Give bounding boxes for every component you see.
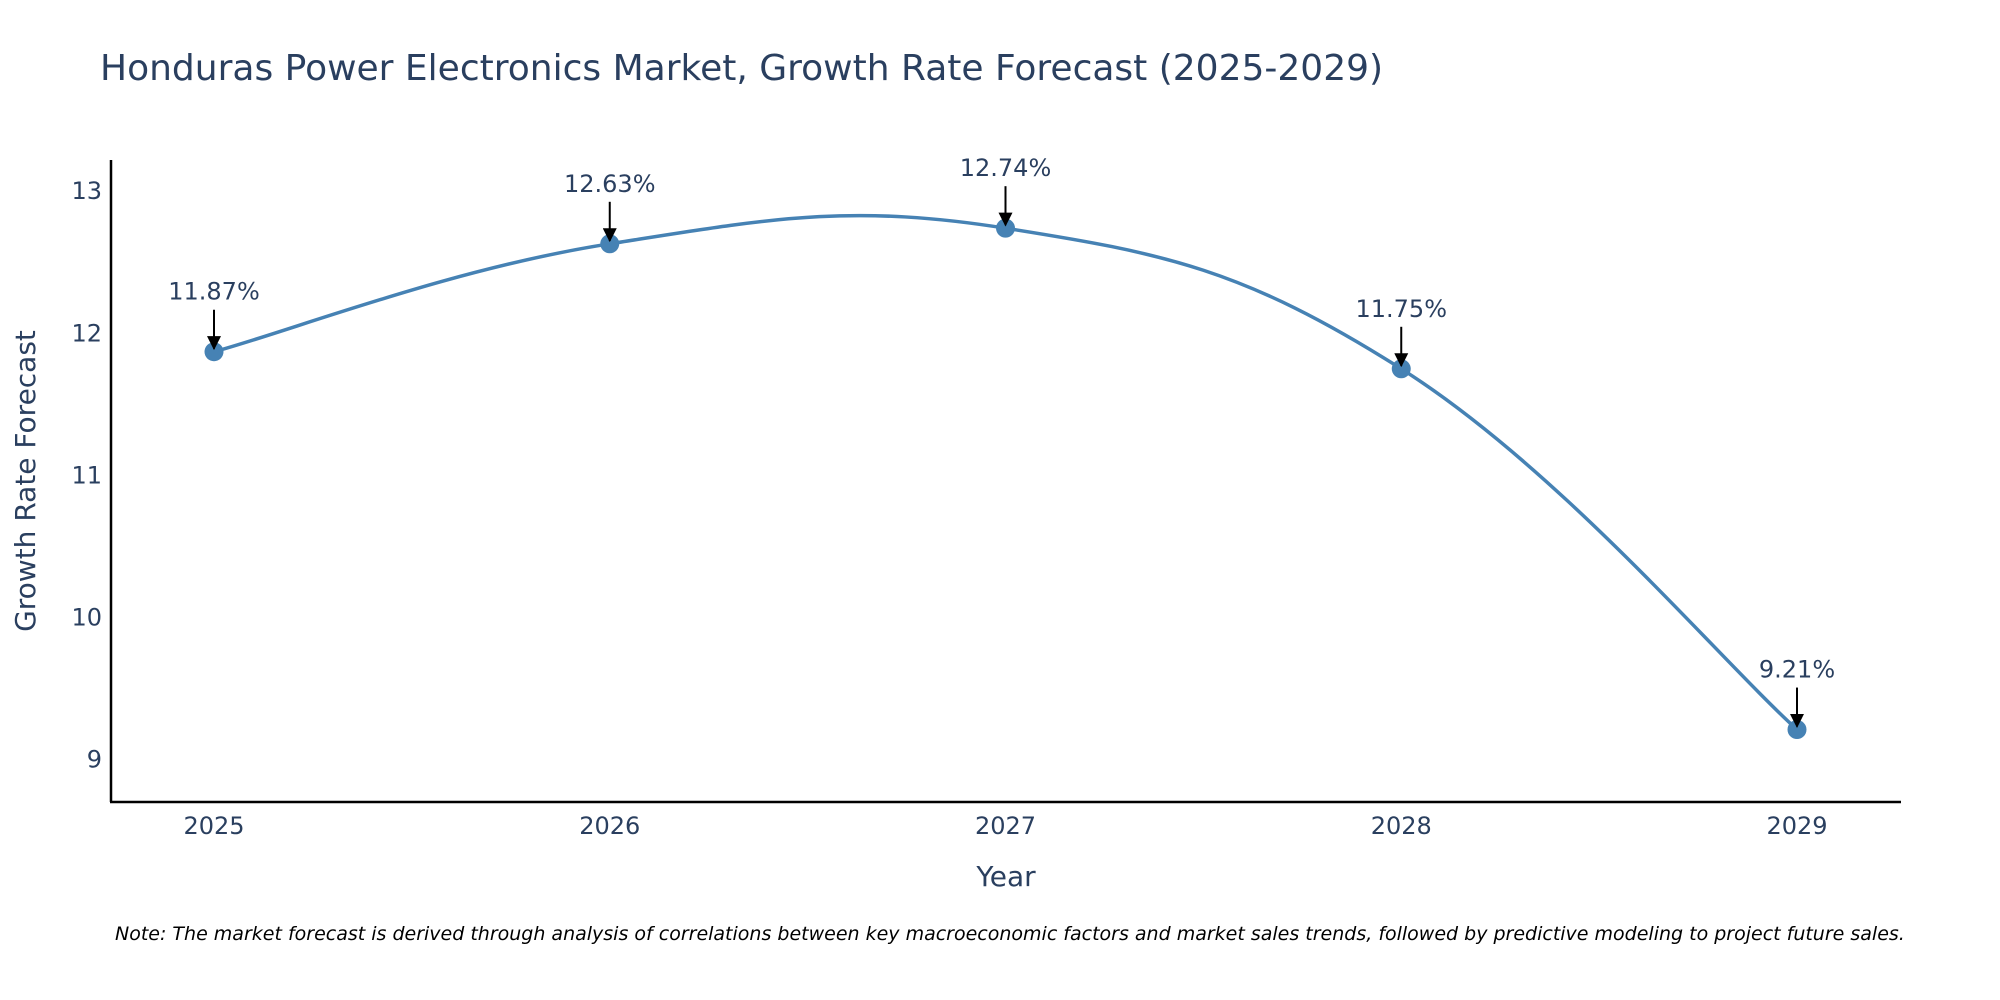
data-labels: 11.87% 12.63% 12.74% 11.75% 9.21%: [168, 154, 1835, 728]
footnote: Note: The market forecast is derived thr…: [115, 923, 1905, 945]
chart-title: Honduras Power Electronics Market, Growt…: [100, 48, 1383, 89]
y-tick-label: 13: [71, 177, 102, 205]
data-label-2029: 9.21%: [1759, 656, 1835, 684]
data-points: [204, 218, 1807, 740]
x-tick-label: 2028: [1371, 812, 1432, 840]
x-tick-label: 2025: [183, 812, 244, 840]
growth-rate-line: [213, 213, 1799, 731]
data-label-2026: 12.63%: [564, 170, 656, 198]
x-tick-label: 2026: [579, 812, 640, 840]
x-axis-title: Year: [975, 860, 1036, 893]
y-axis-title: Growth Rate Forecast: [9, 330, 42, 632]
x-tick-label: 2027: [975, 812, 1036, 840]
data-label-2028: 11.75%: [1355, 295, 1447, 323]
y-tick-label: 12: [71, 319, 102, 347]
y-tick-label: 11: [71, 461, 102, 489]
y-tick-label: 9: [87, 745, 102, 773]
data-label-2027: 12.74%: [960, 154, 1052, 182]
x-tick-label: 2029: [1766, 812, 1827, 840]
data-label-2025: 11.87%: [168, 278, 260, 306]
x-axis-ticks: 2025 2026 2027 2028 2029: [183, 812, 1827, 840]
y-axis-ticks: 9 10 11 12 13: [71, 177, 102, 773]
y-tick-label: 10: [71, 603, 102, 631]
